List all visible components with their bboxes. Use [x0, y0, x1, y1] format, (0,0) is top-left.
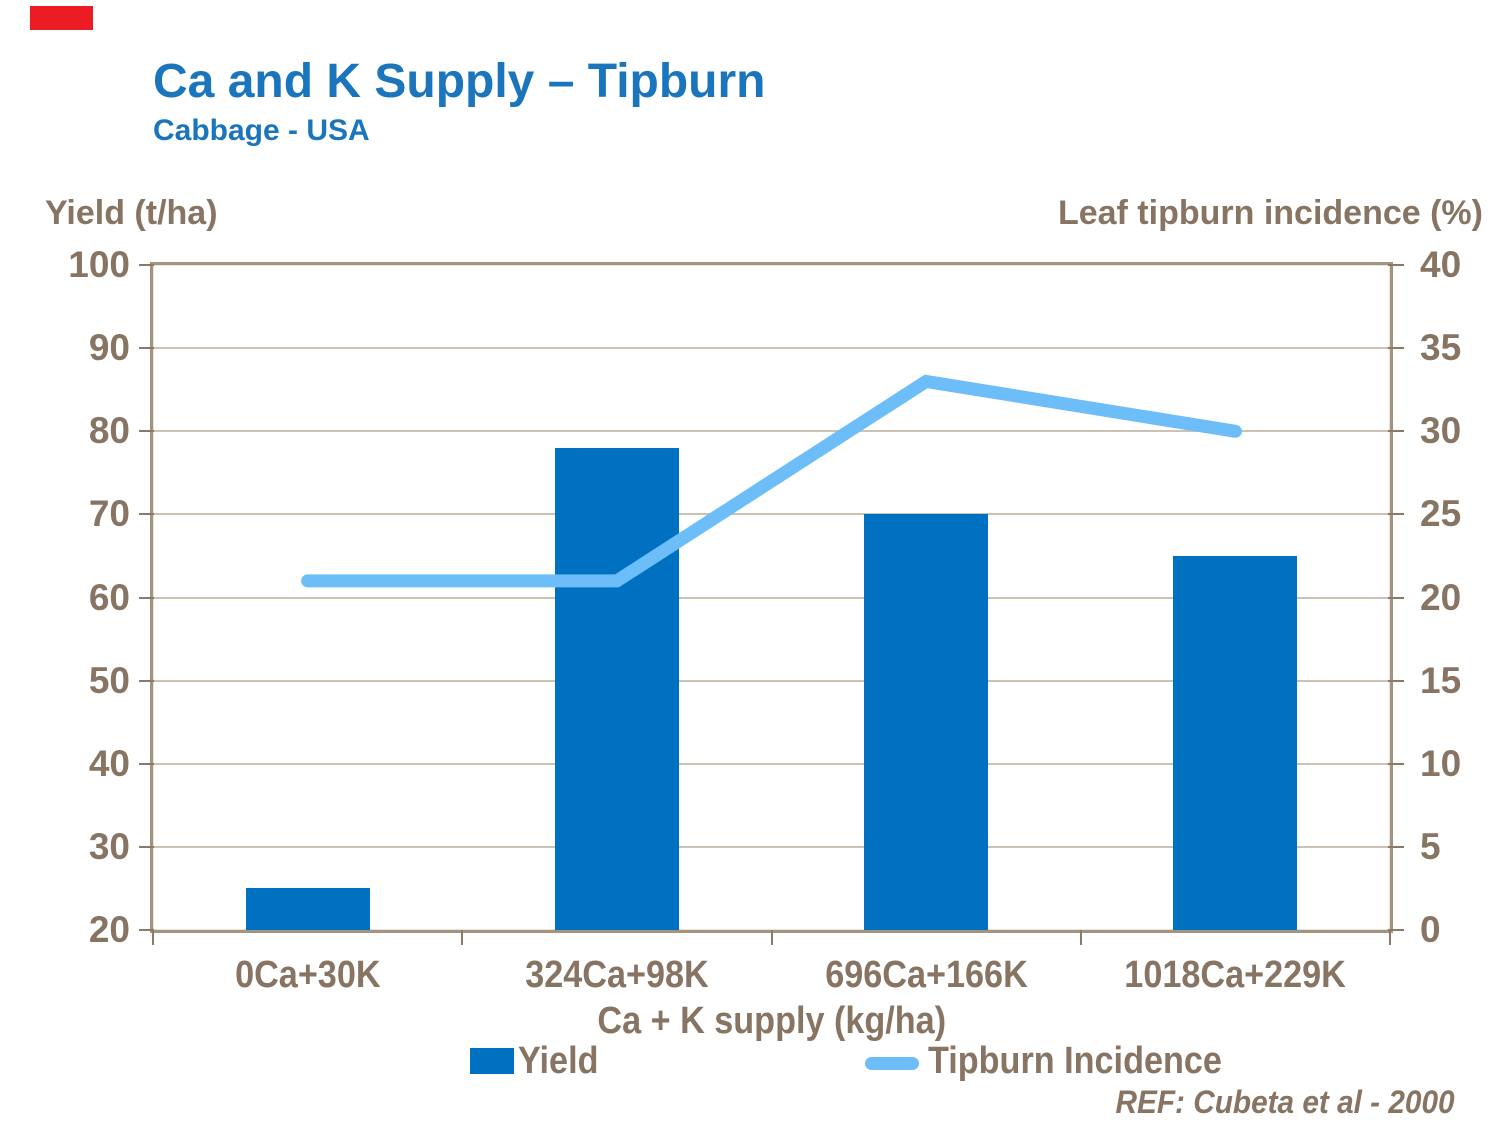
x-tick [1079, 930, 1082, 945]
x-tick [1389, 930, 1391, 945]
y-tick-label-left: 50 [88, 659, 130, 701]
x-category-label-text: 324Ca+98K [525, 954, 709, 996]
plot-area [150, 262, 1393, 933]
y-tick-label-right: 15 [1420, 659, 1462, 701]
bar-1018Ca+229K [1173, 555, 1298, 930]
y-tick-label-left: 90 [88, 327, 130, 369]
y-tick-left [139, 762, 154, 765]
gridline [153, 845, 1390, 848]
x-category-label-text: 696Ca+166K [824, 954, 1028, 996]
y-tick-right [1388, 347, 1404, 350]
y-tick-label-left: 80 [88, 410, 130, 452]
y-tick-label-right: 30 [1420, 410, 1462, 452]
y-tick-label-left: 30 [88, 825, 130, 867]
tipburn-line [301, 374, 1242, 588]
gridline [153, 679, 1390, 682]
chart-title: Ca and K Supply – Tipburn [153, 55, 766, 108]
bar-324Ca+98K [554, 447, 679, 930]
y-tick-label-right: 10 [1420, 742, 1462, 784]
y-tick-right [1388, 762, 1404, 765]
chart-subtitle: Cabbage - USA [153, 114, 370, 147]
y-tick-left [139, 264, 154, 266]
y-tick-label-right: 40 [1420, 244, 1462, 285]
legend-tipburn-swatch [865, 1057, 919, 1070]
y-tick-left [139, 430, 154, 433]
gridline [153, 347, 1390, 350]
x-tick [770, 930, 773, 945]
x-tick [152, 930, 154, 945]
tipburn-line-layer [301, 374, 1242, 588]
gridline [153, 762, 1390, 765]
y-tick-label-right: 35 [1420, 327, 1462, 369]
y-tick-label-left: 100 [68, 244, 130, 285]
bar-696Ca+166K [864, 514, 989, 930]
y-tick-label-left: 40 [88, 742, 130, 784]
y-tick-right [1388, 513, 1404, 516]
y-tick-label-right: 5 [1420, 825, 1441, 867]
y-tick-label-right: 25 [1420, 493, 1462, 535]
x-category-label: 1018Ca+229K [1081, 954, 1390, 996]
left-axis-title: Yield (t/ha) [45, 194, 218, 232]
y-tick-right [1388, 596, 1404, 599]
x-category-label-text: 0Ca+30K [234, 954, 381, 996]
x-category-label: 696Ca+166K [772, 954, 1081, 996]
gridline [153, 430, 1390, 433]
x-axis-title: Ca + K supply (kg/ha) [153, 1000, 1390, 1042]
y-tick-label-left: 20 [88, 909, 130, 950]
y-tick-right [1388, 264, 1404, 266]
x-category-label-text: 1018Ca+229K [1124, 954, 1347, 996]
y-tick-right [1388, 679, 1404, 682]
y-tick-right [1388, 430, 1404, 433]
y-tick-right [1388, 845, 1404, 848]
gridline [153, 596, 1390, 599]
legend-tipburn-label: Tipburn Incidence [928, 1040, 1222, 1082]
gridline [153, 513, 1390, 516]
legend-yield-label: Yield [518, 1040, 599, 1082]
y-tick-left [139, 845, 154, 848]
y-tick-right [1388, 929, 1404, 931]
y-tick-left [139, 513, 154, 516]
y-tick-label-right: 0 [1420, 909, 1441, 950]
y-tick-left [139, 596, 154, 599]
y-tick-left [139, 929, 154, 931]
y-tick-left [139, 679, 154, 682]
right-axis-title: Leaf tipburn incidence (%) [1057, 194, 1483, 232]
x-category-label: 324Ca+98K [462, 954, 771, 996]
x-category-label: 0Ca+30K [153, 954, 462, 996]
x-tick [461, 930, 464, 945]
y-tick-label-right: 20 [1420, 576, 1462, 618]
y-tick-label-left: 60 [88, 576, 130, 618]
bar-0Ca+30K [245, 888, 370, 930]
y-tick-left [139, 347, 154, 350]
y-tick-label-left: 70 [88, 493, 130, 535]
red-logo-block [30, 6, 93, 30]
x-axis-title-text: Ca + K supply (kg/ha) [597, 1000, 946, 1042]
legend-yield-swatch [470, 1048, 514, 1074]
reference-text: REF: Cubeta et al - 2000 [1115, 1084, 1455, 1120]
